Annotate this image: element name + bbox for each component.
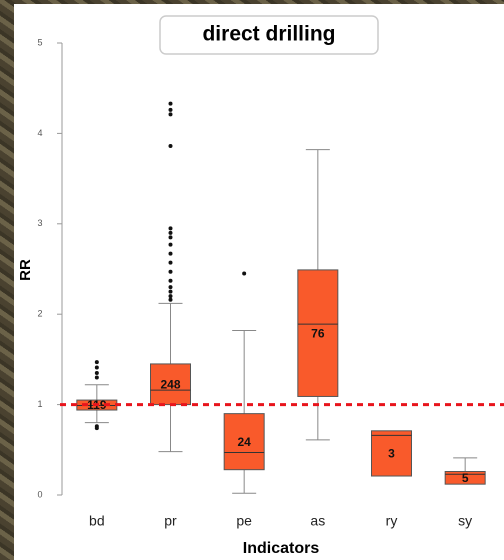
y-tick-label: 1 (37, 399, 42, 409)
outlier (169, 102, 173, 106)
screen: direct drilling RR Indicators 012345bd11… (0, 0, 504, 560)
x-tick-label: ry (386, 513, 398, 529)
y-tick-label: 2 (37, 309, 42, 319)
chart-title: direct drilling (202, 23, 335, 46)
outlier (169, 235, 173, 239)
x-tick-label: sy (458, 513, 472, 529)
x-tick-label: bd (89, 513, 105, 529)
outlier (169, 243, 173, 247)
outlier (169, 294, 173, 298)
sample-size: 76 (311, 326, 325, 340)
outlier (169, 261, 173, 265)
sample-size: 5 (462, 471, 469, 485)
x-axis-title: Indicators (243, 540, 320, 557)
outlier (169, 285, 173, 289)
outlier (169, 112, 173, 116)
sample-size: 3 (388, 447, 395, 461)
outlier (169, 298, 173, 302)
chart: direct drilling RR Indicators 012345bd11… (0, 0, 504, 560)
sample-size: 248 (160, 377, 180, 391)
outlier (169, 252, 173, 256)
outlier (95, 366, 99, 370)
outlier (169, 290, 173, 294)
y-tick-label: 3 (37, 218, 42, 228)
outlier (169, 231, 173, 235)
y-tick-label: 4 (37, 128, 42, 138)
outlier (169, 144, 173, 148)
outlier (95, 375, 99, 379)
outlier (169, 270, 173, 274)
x-tick-label: pe (236, 513, 252, 529)
outlier (169, 226, 173, 230)
outlier (95, 360, 99, 364)
outlier (242, 272, 246, 276)
x-tick-label: as (310, 513, 325, 529)
x-tick-label: pr (164, 513, 177, 529)
panel (14, 4, 504, 560)
outlier (169, 279, 173, 283)
outlier (169, 108, 173, 112)
outlier (95, 426, 99, 430)
y-tick-label: 0 (37, 489, 42, 499)
outlier (95, 371, 99, 375)
y-tick-label: 5 (37, 37, 42, 47)
y-axis-title: RR (17, 259, 34, 281)
sample-size: 24 (237, 435, 251, 449)
